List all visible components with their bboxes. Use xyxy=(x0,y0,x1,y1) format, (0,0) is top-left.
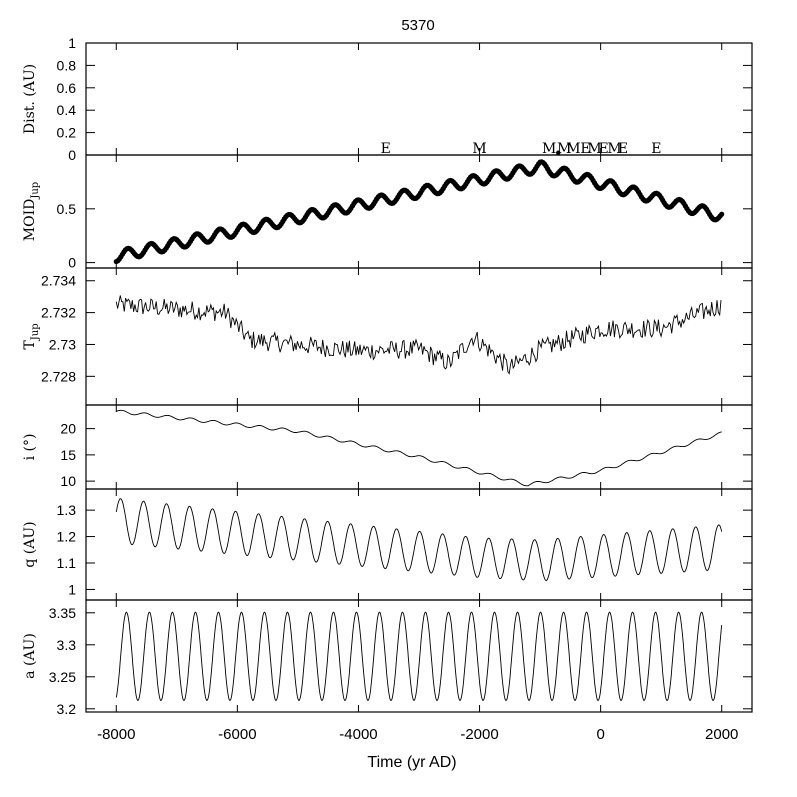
y-axis-label: Dist. (AU) xyxy=(22,64,38,134)
x-tick-label: -6000 xyxy=(218,726,256,743)
y-tick-label: 10 xyxy=(60,473,76,489)
y-tick-label: 2.732 xyxy=(41,305,76,321)
y-tick-label: 0 xyxy=(68,255,76,271)
y-tick-label: 3.35 xyxy=(49,605,76,621)
series-line xyxy=(115,611,723,702)
y-tick-label: 1 xyxy=(68,581,76,597)
y-axis-label-subscript: Jup xyxy=(30,182,41,200)
encounter-label: M xyxy=(607,141,621,157)
y-tick-label: 0.2 xyxy=(57,125,77,141)
y-axis-label: TJup xyxy=(22,323,41,349)
y-axis-label: i (°) xyxy=(22,434,38,461)
panel-a: 3.2 3.25 3.3 3.35 a (AU) xyxy=(22,599,753,717)
encounter-label: E xyxy=(381,141,391,157)
y-tick-label: 2.734 xyxy=(41,273,76,289)
panel-tjup: 2.728 2.73 2.732 2.734 TJup xyxy=(22,267,753,406)
y-tick-label: 2.73 xyxy=(49,336,76,352)
y-tick-label: 3.3 xyxy=(57,637,77,653)
y-tick-label: 0 xyxy=(68,147,76,163)
encounter-label: M xyxy=(566,141,580,157)
y-tick-label: 1.3 xyxy=(57,502,77,518)
encounter-label: M xyxy=(472,141,486,157)
panel-moid: 0 0.5 MOIDJup xyxy=(22,154,753,271)
panel-frame xyxy=(85,599,753,713)
y-tick-label: 15 xyxy=(60,447,76,463)
encounter-label: E xyxy=(651,141,661,157)
y-axis-label: q (AU) xyxy=(22,521,38,567)
series-line xyxy=(115,295,722,375)
y-tick-label: 20 xyxy=(60,421,76,437)
x-tick-label: -4000 xyxy=(339,726,377,743)
encounter-label: M xyxy=(557,141,571,157)
y-tick-label: 1.2 xyxy=(57,529,77,545)
figure-title: 5370 xyxy=(401,17,434,34)
y-tick-label: 1.1 xyxy=(57,555,77,571)
y-tick-label: 0.6 xyxy=(57,80,77,96)
series-line xyxy=(115,498,723,581)
encounter-label: E xyxy=(618,141,628,157)
panel-frame xyxy=(85,154,753,269)
encounter-label: E xyxy=(580,141,590,157)
panel-q: 1 1.1 1.2 1.3 q (AU) xyxy=(22,488,753,601)
panel-frame xyxy=(85,404,753,490)
encounter-label: E xyxy=(599,141,609,157)
y-tick-label: 3.25 xyxy=(49,669,76,685)
y-tick-label: 0.8 xyxy=(57,57,77,73)
data-point xyxy=(556,150,561,155)
y-axis-label: a (AU) xyxy=(22,633,38,679)
y-tick-label: 0.4 xyxy=(57,102,77,118)
y-axis-label-subscript: Jup xyxy=(30,323,41,341)
y-tick-label: 3.2 xyxy=(57,701,77,717)
panel-incl: 10 15 20 i (°) xyxy=(22,404,753,490)
encounter-label: M xyxy=(542,141,556,157)
y-tick-label: 1 xyxy=(68,35,76,51)
series-line xyxy=(116,409,722,487)
encounter-label: M xyxy=(587,141,601,157)
panel-frame xyxy=(85,42,753,156)
x-tick-label: -8000 xyxy=(97,726,135,743)
x-axis-label: Time (yr AD) xyxy=(367,754,456,771)
panel-frame xyxy=(85,488,753,601)
y-axis-label: MOIDJup xyxy=(22,182,41,241)
data-point xyxy=(719,211,725,217)
x-tick-label: -2000 xyxy=(460,726,498,743)
y-tick-label: 0.5 xyxy=(57,201,77,217)
x-tick-label: 0 xyxy=(596,726,604,743)
y-tick-label: 2.728 xyxy=(41,368,76,384)
x-tick-label: 2000 xyxy=(705,726,738,743)
